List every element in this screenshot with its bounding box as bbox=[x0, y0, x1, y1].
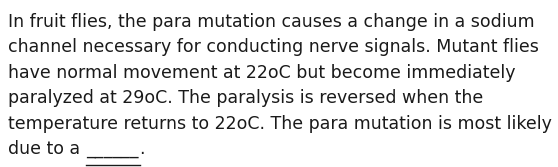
Text: ______: ______ bbox=[86, 140, 139, 158]
Text: have normal movement at 22oC but become immediately: have normal movement at 22oC but become … bbox=[8, 64, 516, 82]
Text: In fruit flies, the para mutation causes a change in a sodium: In fruit flies, the para mutation causes… bbox=[8, 13, 535, 31]
Text: temperature returns to 22oC. The para mutation is most likely: temperature returns to 22oC. The para mu… bbox=[8, 115, 552, 133]
Text: paralyzed at 29oC. The paralysis is reversed when the: paralyzed at 29oC. The paralysis is reve… bbox=[8, 89, 483, 107]
Text: due to a: due to a bbox=[8, 140, 85, 158]
Text: .: . bbox=[140, 140, 145, 158]
Text: channel necessary for conducting nerve signals. Mutant flies: channel necessary for conducting nerve s… bbox=[8, 38, 539, 56]
